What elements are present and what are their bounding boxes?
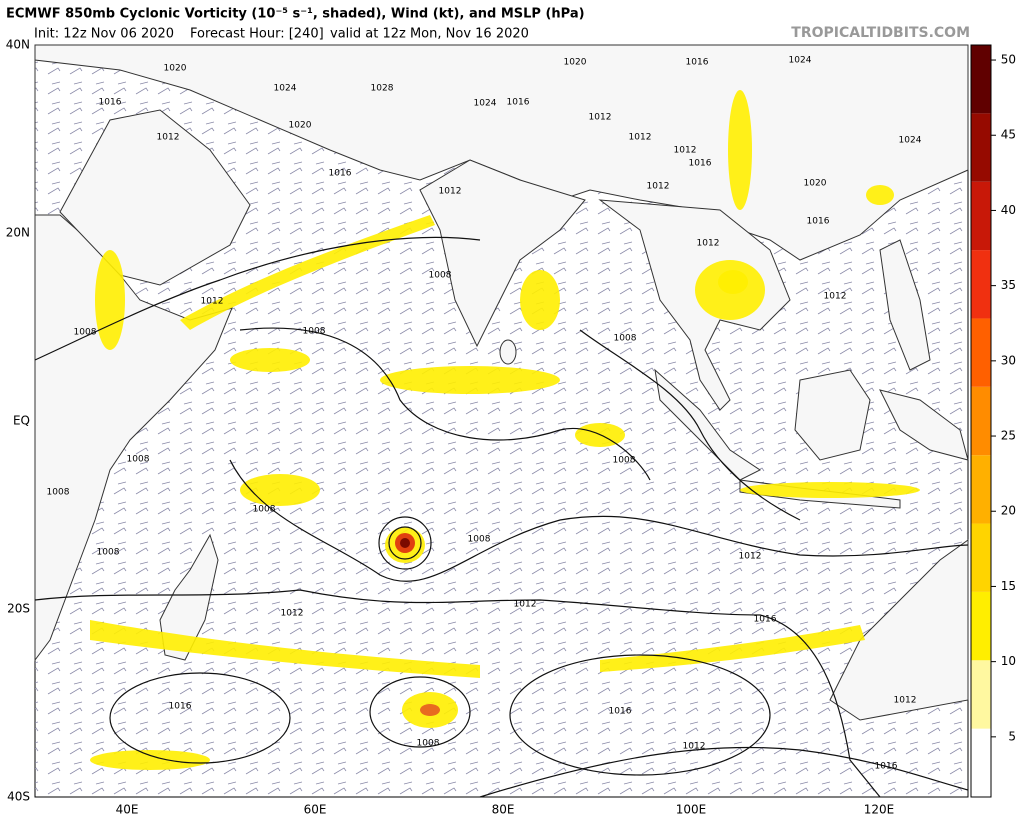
isobar-label: 1008 <box>303 327 326 337</box>
site-credit: TROPICALTIDBITS.COM <box>791 25 970 41</box>
colorbar-segment <box>971 523 991 592</box>
isobar-label: 1016 <box>169 702 192 712</box>
colorbar-segment <box>971 728 991 797</box>
isobar-label: 1012 <box>589 113 612 123</box>
isobar-label: 1020 <box>164 64 187 74</box>
isobar-label: 1012 <box>739 552 762 562</box>
isobar-label: 1012 <box>281 609 304 619</box>
isobar-label: 1020 <box>289 121 312 131</box>
lat-label: EQ <box>13 414 30 428</box>
isobar-label: 1016 <box>99 98 122 108</box>
colorbar-tick-label: 20 <box>1001 504 1016 518</box>
lon-label: 120E <box>864 803 895 817</box>
isobar-label: 1008 <box>253 505 276 515</box>
isobar-label: 1020 <box>564 58 587 68</box>
isobars <box>34 236 969 798</box>
isobar-label: 1008 <box>614 334 637 344</box>
isobar-label: 1012 <box>674 146 697 156</box>
lat-label: 40N <box>6 38 30 52</box>
isobar-label: 1012 <box>201 297 224 307</box>
isobar-label: 1016 <box>507 98 530 108</box>
isobar-label: 1012 <box>683 742 706 752</box>
isobar-label: 1016 <box>686 58 709 68</box>
isobar-label: 1012 <box>629 133 652 143</box>
lon-label: 80E <box>492 803 515 817</box>
valid-time: valid at 12z Mon, Nov 16 2020 <box>330 27 529 42</box>
isobar-label: 1012 <box>514 600 537 610</box>
isobar-label: 1012 <box>824 292 847 302</box>
lon-label: 40E <box>116 803 139 817</box>
colorbar-segment <box>971 386 991 456</box>
colorbar-segment <box>971 181 991 251</box>
colorbar-segment <box>971 660 991 729</box>
colorbar-frame <box>970 44 992 798</box>
colorbar-segment <box>971 455 991 524</box>
isobar-label: 1012 <box>894 696 917 706</box>
colorbar-tick-label: 30 <box>1001 353 1016 367</box>
isobar-label: 1008 <box>97 548 120 558</box>
lat-label: 40S <box>7 790 30 804</box>
isobar-label: 1024 <box>274 84 297 94</box>
isobar-label: 1024 <box>789 56 812 66</box>
colorbar-tick-label: 40 <box>1001 203 1016 217</box>
colorbar-segment <box>971 318 991 387</box>
isobar-label: 1016 <box>609 707 632 717</box>
colorbar-tick-label: 15 <box>1001 579 1016 593</box>
isobar-label: 1008 <box>417 739 440 749</box>
lon-label: 100E <box>676 803 707 817</box>
isobar-label: 1008 <box>47 488 70 498</box>
cyclone-core <box>395 533 440 716</box>
isobar-label: 1008 <box>127 455 150 465</box>
colorbar-tick-label: 50 <box>1001 53 1016 67</box>
isobar-label: 1016 <box>689 159 712 169</box>
colorbar-segment <box>971 591 991 661</box>
map-area: 1020 1016 1012 1024 1028 1020 1016 1012 1020 1016… <box>34 44 969 798</box>
isobar-label: 1016 <box>807 217 830 227</box>
colorbar-tick-label: 10 <box>1001 654 1016 668</box>
isobar-label: 1020 <box>804 179 827 189</box>
colorbar-segment <box>971 45 991 114</box>
isobar-label: 1008 <box>468 535 491 545</box>
colorbar-segment <box>971 113 991 182</box>
isobar-label: 1028 <box>371 84 394 94</box>
isobar-label: 1008 <box>613 456 636 466</box>
isobar-label: 1016 <box>875 762 898 772</box>
init: Init: 12z Nov 06 2020 <box>34 27 174 42</box>
isobar-label: 1016 <box>329 169 352 179</box>
title: ECMWF 850mb Cyclonic Vorticity (10⁻⁵ s⁻¹… <box>6 7 585 22</box>
isobar-label: 1024 <box>474 99 497 109</box>
colorbar-tick-label: 45 <box>1001 128 1016 142</box>
colorbar-segment <box>971 250 991 319</box>
vorticity-shading <box>90 90 920 770</box>
forecast-hour: Forecast Hour: [240] <box>190 27 324 42</box>
lat-label: 20S <box>7 602 30 616</box>
colorbar-tick-label: 35 <box>1001 278 1016 292</box>
isobar-label: 1012 <box>647 182 670 192</box>
lat-label: 20N <box>6 226 30 240</box>
isobar-label: 1016 <box>754 615 777 625</box>
isobar-label: 1024 <box>899 136 922 146</box>
colorbar-tick-label: 25 <box>1001 429 1016 443</box>
isobar-label: 1008 <box>74 328 97 338</box>
lon-label: 60E <box>304 803 327 817</box>
isobar-label: 1012 <box>439 187 462 197</box>
isobar-label: 1008 <box>429 271 452 281</box>
isobar-label: 1012 <box>157 133 180 143</box>
isobar-label: 1012 <box>697 239 720 249</box>
colorbar-tick-label: 5 <box>1008 729 1016 743</box>
